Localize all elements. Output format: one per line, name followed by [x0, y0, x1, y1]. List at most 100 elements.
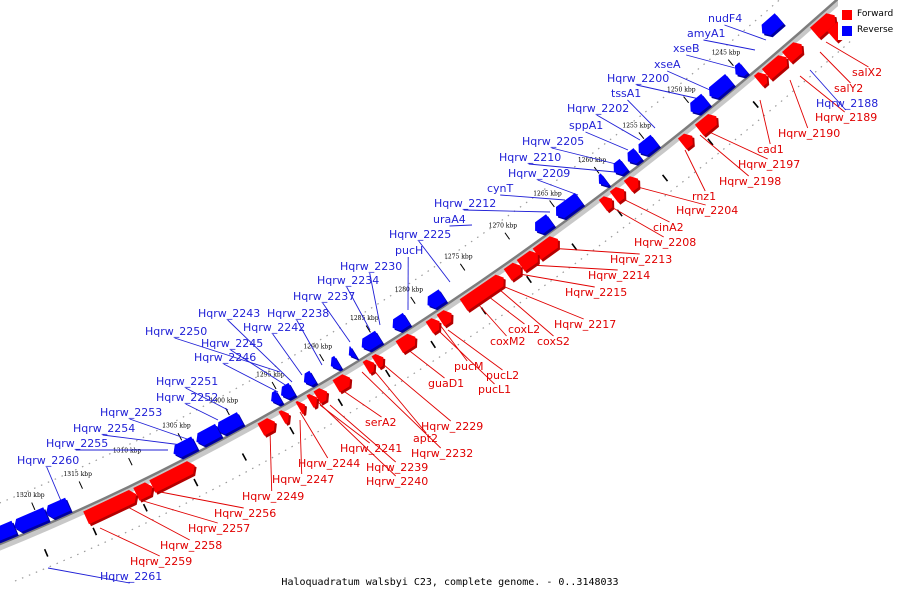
- gene-label-guad1[interactable]: guaD1: [428, 377, 464, 390]
- gene-label-hqrw-2253[interactable]: Hqrw_2253: [100, 406, 162, 419]
- gene-label-hqrw-2234[interactable]: Hqrw_2234: [317, 274, 379, 287]
- gene-label-hqrw-2208[interactable]: Hqrw_2208: [634, 236, 696, 249]
- reverse-gene-feature[interactable]: [734, 62, 749, 77]
- gene-label-hqrw-2256[interactable]: Hqrw_2256: [214, 507, 276, 520]
- forward-gene-feature[interactable]: [362, 359, 375, 374]
- forward-gene-feature[interactable]: [609, 187, 625, 203]
- gene-label-hqrw-2249[interactable]: Hqrw_2249: [242, 490, 304, 503]
- gene-label-hqrw-2204[interactable]: Hqrw_2204: [676, 204, 738, 217]
- gene-label-hqrw-2250[interactable]: Hqrw_2250: [145, 325, 207, 338]
- reverse-gene-feature[interactable]: [303, 370, 317, 386]
- forward-gene-feature[interactable]: [753, 72, 768, 87]
- gene-label-hqrw-2202[interactable]: Hqrw_2202: [567, 102, 629, 115]
- forward-gene-feature[interactable]: [395, 333, 416, 354]
- gene-label-hqrw-2255[interactable]: Hqrw_2255: [46, 437, 108, 450]
- forward-gene-feature[interactable]: [810, 13, 836, 39]
- gene-label-hqrw-2225[interactable]: Hqrw_2225: [389, 228, 451, 241]
- reverse-gene-feature[interactable]: [361, 330, 383, 351]
- gene-label-amya1[interactable]: amyA1: [687, 27, 726, 40]
- forward-gene-feature[interactable]: [694, 114, 717, 136]
- reverse-gene-feature[interactable]: [46, 497, 71, 519]
- forward-gene-feature[interactable]: [598, 196, 613, 212]
- gene-label-hqrw-2251[interactable]: Hqrw_2251: [156, 375, 218, 388]
- gene-label-sppa1[interactable]: sppA1: [569, 119, 603, 132]
- forward-gene-feature[interactable]: [83, 490, 137, 525]
- gene-label-hqrw-2198[interactable]: Hqrw_2198: [719, 175, 781, 188]
- gene-label-hqrw-2229[interactable]: Hqrw_2229: [421, 420, 483, 433]
- reverse-gene-feature[interactable]: [598, 173, 610, 187]
- forward-gene-feature[interactable]: [623, 176, 639, 192]
- gene-label-hqrw-2244[interactable]: Hqrw_2244: [298, 457, 360, 470]
- gene-label-hqrw-2238[interactable]: Hqrw_2238: [267, 307, 329, 320]
- reverse-gene-feature[interactable]: [173, 436, 198, 458]
- forward-gene-feature[interactable]: [516, 250, 538, 272]
- forward-gene-feature[interactable]: [459, 274, 504, 311]
- gene-label-hqrw-2189[interactable]: Hqrw_2189: [815, 111, 877, 124]
- gene-label-sera2[interactable]: serA2: [365, 416, 397, 429]
- gene-label-cad1[interactable]: cad1: [757, 143, 784, 156]
- gene-label-hqrw-2258[interactable]: Hqrw_2258: [160, 539, 222, 552]
- gene-label-xsea[interactable]: xseA: [654, 58, 681, 71]
- gene-label-hqrw-2215[interactable]: Hqrw_2215: [565, 286, 627, 299]
- reverse-gene-feature[interactable]: [330, 355, 342, 370]
- gene-label-hqrw-2232[interactable]: Hqrw_2232: [411, 447, 473, 460]
- gene-label-hqrw-2254[interactable]: Hqrw_2254: [73, 422, 135, 435]
- reverse-gene-feature[interactable]: [348, 346, 358, 359]
- reverse-gene-feature[interactable]: [0, 520, 17, 542]
- reverse-gene-feature[interactable]: [196, 423, 222, 446]
- gene-label-hqrw-2214[interactable]: Hqrw_2214: [588, 269, 650, 282]
- forward-gene-feature[interactable]: [278, 410, 290, 424]
- gene-label-hqrw-2242[interactable]: Hqrw_2242: [243, 321, 305, 334]
- gene-label-nudf4[interactable]: nudF4: [708, 12, 742, 25]
- gene-label-apt2[interactable]: apt2: [413, 432, 438, 445]
- gene-label-hqrw-2210[interactable]: Hqrw_2210: [499, 151, 561, 164]
- gene-label-tssa1[interactable]: tssA1: [611, 87, 641, 100]
- reverse-gene-feature[interactable]: [613, 158, 629, 175]
- forward-gene-feature[interactable]: [313, 388, 328, 404]
- gene-label-hqrw-2217[interactable]: Hqrw_2217: [554, 318, 616, 331]
- forward-gene-feature[interactable]: [761, 55, 788, 80]
- gene-label-hqrw-2212[interactable]: Hqrw_2212: [434, 197, 496, 210]
- forward-gene-feature[interactable]: [425, 318, 440, 334]
- gene-label-pucl2[interactable]: pucL2: [486, 369, 519, 382]
- gene-label-hqrw-2190[interactable]: Hqrw_2190: [778, 127, 840, 140]
- gene-label-cynt[interactable]: cynT: [487, 182, 514, 195]
- gene-label-hqrw-2209[interactable]: Hqrw_2209: [508, 167, 570, 180]
- gene-label-hqrw-2237[interactable]: Hqrw_2237: [293, 290, 355, 303]
- gene-label-saly2[interactable]: salY2: [834, 82, 863, 95]
- gene-label-salx2[interactable]: salX2: [852, 66, 882, 79]
- gene-label-hqrw-2245[interactable]: Hqrw_2245: [201, 337, 263, 350]
- gene-label-puch[interactable]: pucH: [395, 244, 423, 257]
- reverse-gene-feature[interactable]: [690, 93, 711, 114]
- gene-label-hqrw-2197[interactable]: Hqrw_2197: [738, 158, 800, 171]
- reverse-gene-feature[interactable]: [271, 390, 283, 405]
- forward-gene-feature[interactable]: [149, 461, 195, 493]
- gene-label-hqrw-2213[interactable]: Hqrw_2213: [610, 253, 672, 266]
- forward-gene-feature[interactable]: [532, 236, 558, 260]
- reverse-gene-feature[interactable]: [627, 148, 643, 164]
- gene-label-hqrw-2247[interactable]: Hqrw_2247: [272, 473, 334, 486]
- gene-label-hqrw-2260[interactable]: Hqrw_2260: [17, 454, 79, 467]
- reverse-gene-feature[interactable]: [535, 214, 555, 234]
- forward-gene-feature[interactable]: [371, 354, 384, 369]
- gene-label-hqrw-2230[interactable]: Hqrw_2230: [340, 260, 402, 273]
- forward-gene-feature[interactable]: [782, 42, 803, 63]
- reverse-gene-feature[interactable]: [427, 289, 447, 309]
- reverse-gene-feature[interactable]: [638, 134, 660, 156]
- gene-label-xseb[interactable]: xseB: [673, 42, 700, 55]
- gene-label-hqrw-2239[interactable]: Hqrw_2239: [366, 461, 428, 474]
- gene-label-coxs2[interactable]: coxS2: [537, 335, 570, 348]
- gene-label-hqrw-2188[interactable]: Hqrw_2188: [816, 97, 878, 110]
- gene-label-uraa4[interactable]: uraA4: [433, 213, 466, 226]
- gene-label-hqrw-2259[interactable]: Hqrw_2259: [130, 555, 192, 568]
- gene-label-hqrw-2205[interactable]: Hqrw_2205: [522, 135, 584, 148]
- gene-label-hqrw-2261[interactable]: Hqrw_2261: [100, 570, 162, 583]
- forward-gene-feature[interactable]: [295, 401, 306, 415]
- reverse-gene-feature[interactable]: [556, 193, 584, 219]
- gene-label-hqrw-2243[interactable]: Hqrw_2243: [198, 307, 260, 320]
- gene-label-hqrw-2257[interactable]: Hqrw_2257: [188, 522, 250, 535]
- gene-label-pucl1[interactable]: pucL1: [478, 383, 511, 396]
- forward-gene-feature[interactable]: [133, 482, 153, 501]
- gene-label-hqrw-2252[interactable]: Hqrw_2252: [156, 391, 218, 404]
